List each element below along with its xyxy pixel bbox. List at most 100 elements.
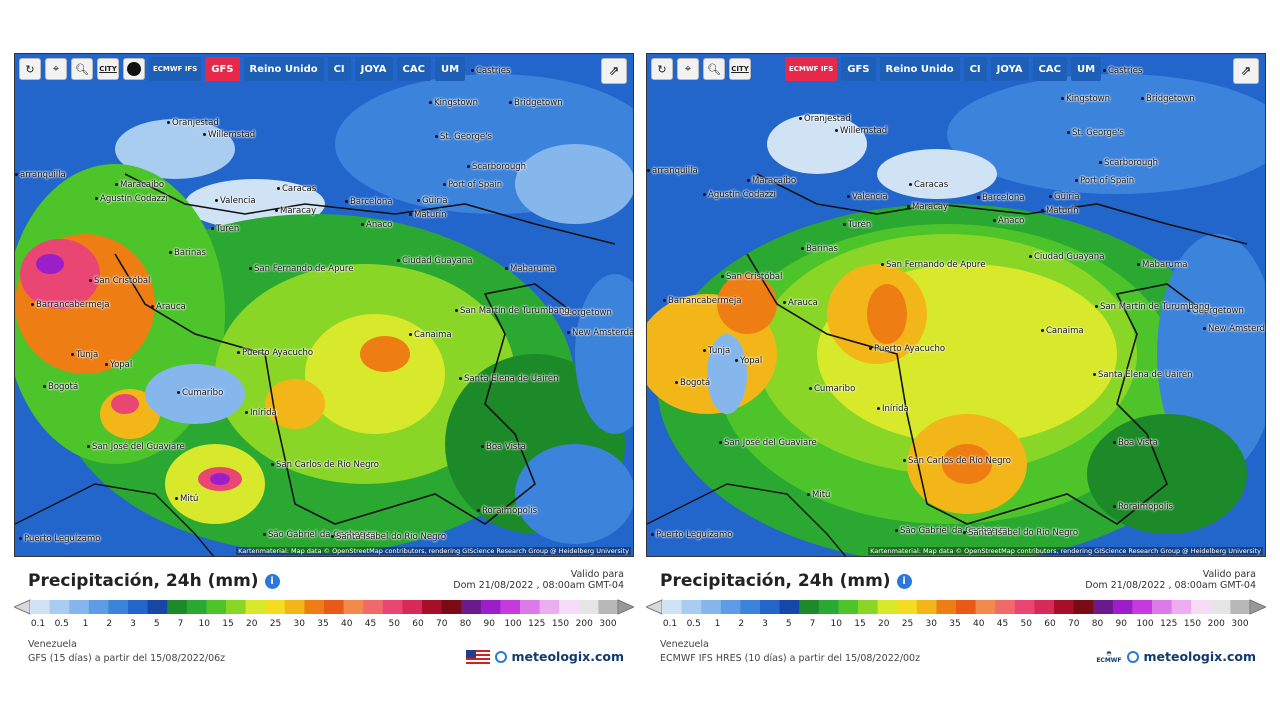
- city-label: San José del Guaviare: [87, 442, 185, 452]
- city-toggle-button[interactable]: CITY: [729, 58, 751, 80]
- city-label: Inírida: [245, 408, 277, 418]
- scale-tick-label: 1: [714, 619, 721, 629]
- model-tab-reino-unido[interactable]: Reino Unido: [243, 57, 324, 81]
- scale-tick-label: 80: [1091, 619, 1104, 629]
- scale-swatch: [108, 600, 129, 614]
- model-tab-ecmwf[interactable]: ECMWF IFS: [785, 57, 838, 81]
- refresh-icon[interactable]: ↻: [19, 58, 41, 80]
- model-tab-ecmwf[interactable]: ECMWF IFS: [149, 57, 202, 81]
- scale-tick-label: 3: [130, 619, 136, 629]
- city-label: Yopal: [105, 360, 132, 370]
- scale-tick-label: 200: [1207, 619, 1225, 629]
- valid-label: Valido para: [1202, 569, 1256, 580]
- city-label: Barinas: [801, 244, 838, 254]
- city-label: Boa Vista: [481, 442, 526, 452]
- city-label: Inírida: [877, 404, 909, 414]
- model-tab-cac[interactable]: CAC: [396, 57, 431, 81]
- model-tab-cac[interactable]: CAC: [1032, 57, 1067, 81]
- city-label: St. George's: [1067, 128, 1124, 138]
- model-tab-ci[interactable]: CI: [327, 57, 351, 81]
- city-label: Castries: [1103, 66, 1142, 76]
- city-label: Canaima: [409, 330, 452, 340]
- scale-tick-label: 150: [551, 619, 570, 629]
- scale-arrow-left: [646, 599, 663, 615]
- model-tab-reino-unido[interactable]: Reino Unido: [879, 57, 960, 81]
- valid-for: Valido para Dom 21/08/2022 , 08:00am GMT…: [1085, 569, 1256, 591]
- scale-swatch: [422, 600, 443, 614]
- scale-swatch: [1034, 600, 1055, 614]
- model-tab-gfs[interactable]: GFS: [205, 57, 240, 81]
- info-icon[interactable]: i: [896, 573, 912, 589]
- valid-label: Valido para: [570, 569, 624, 580]
- share-icon[interactable]: ⇗: [1233, 58, 1259, 84]
- city-label: Barcelona: [345, 197, 392, 207]
- city-label: Yopal: [735, 356, 762, 366]
- scale-ticks: 0.1 0.5 1 2 3 5 7 10 15 20 25 30 35 40 45 50 60 70 80 90 100…: [660, 619, 1250, 631]
- location-pin-icon[interactable]: ⌖: [677, 58, 699, 80]
- scale-swatch: [88, 600, 109, 614]
- model-tab-um[interactable]: UM: [434, 57, 466, 81]
- city-label: San Fernando de Apure: [249, 264, 353, 274]
- info-icon[interactable]: i: [264, 573, 280, 589]
- scale-swatch: [838, 600, 859, 614]
- city-label: Maturín: [409, 210, 447, 220]
- share-icon[interactable]: ⇗: [601, 58, 627, 84]
- valid-for: Valido para Dom 21/08/2022 , 08:00am GMT…: [453, 569, 624, 591]
- brand-name[interactable]: meteologix.com: [511, 649, 624, 664]
- zoom-icon[interactable]: 🔍︎: [703, 58, 725, 80]
- dot-toggle-button[interactable]: [123, 58, 145, 80]
- city-label: Oranjestad: [167, 118, 219, 128]
- city-label: São Gabriel da Cachoeira: [263, 530, 376, 540]
- scale-tick-label: 50: [1020, 619, 1032, 629]
- model-tab-gfs[interactable]: GFS: [841, 57, 876, 81]
- model-tab-ci[interactable]: CI: [963, 57, 987, 81]
- scale-swatch: [304, 600, 325, 614]
- brand-name[interactable]: meteologix.com: [1143, 649, 1256, 664]
- city-label: Puerto Leguízamo: [651, 530, 732, 540]
- scale-swatch: [779, 600, 800, 614]
- city-label: Roraimópolis: [1113, 502, 1173, 512]
- city-label: Bogotá: [43, 382, 78, 392]
- city-label: arranquilla: [647, 166, 698, 176]
- scale-tick-label: 90: [483, 619, 495, 629]
- scale-ticks: 0.1 0.5 1 2 3 5 7 10 15 20 25 30 35 40 45 50 60 70 80 90 100…: [28, 619, 618, 631]
- legend-title-text: Precipitación, 24h (mm): [28, 571, 259, 591]
- scale-swatch: [858, 600, 879, 614]
- scale-swatch: [598, 600, 619, 614]
- scale-tick-label: 5: [785, 619, 792, 629]
- city-toggle-button[interactable]: CITY: [97, 58, 119, 80]
- scale-swatch: [799, 600, 820, 614]
- scale-arrow-right: [617, 599, 634, 615]
- scale-swatch: [206, 600, 227, 614]
- meteologix-logo-icon: [1126, 650, 1139, 663]
- scale-swatch: [720, 600, 741, 614]
- scale-swatch: [324, 600, 345, 614]
- scale-tick-label: 300: [599, 619, 617, 629]
- precipitation-map[interactable]: ↻ ⌖ 🔍︎ CITY ECMWF IFS GFS Reino Unido CI…: [14, 53, 634, 557]
- city-label: Mabaruma: [1137, 260, 1188, 270]
- map-toolbar: ↻ ⌖ 🔍︎ CITY ECMWF IFS GFS Reino Unido CI…: [15, 54, 466, 84]
- zoom-icon[interactable]: 🔍︎: [71, 58, 93, 80]
- scale-swatch: [30, 600, 51, 614]
- city-label: Santa Elena de Uairén: [1093, 370, 1193, 380]
- gfs-panel: ↻ ⌖ 🔍︎ CITY ECMWF IFS GFS Reino Unido CI…: [14, 53, 634, 673]
- dot-icon: [127, 62, 141, 76]
- model-tab-um[interactable]: UM: [1070, 57, 1102, 81]
- model-source: ECMWF IFS HRES (10 días) a partir del 15…: [660, 653, 921, 664]
- legend-title: Precipitación, 24h (mm) i: [660, 571, 912, 591]
- scale-tick-label: 80: [459, 619, 472, 629]
- refresh-icon[interactable]: ↻: [651, 58, 673, 80]
- location-pin-icon[interactable]: ⌖: [45, 58, 67, 80]
- city-label: New Amsterdam: [567, 328, 633, 338]
- model-tab-joya[interactable]: JOYA: [990, 57, 1029, 81]
- city-label: Agustín Codazzi: [703, 190, 776, 200]
- precipitation-map[interactable]: ↻ ⌖ 🔍︎ CITY ECMWF IFS GFS Reino Unido CI…: [646, 53, 1266, 557]
- city-label: Puerto Leguízamo: [19, 534, 100, 544]
- scale-swatch: [343, 600, 364, 614]
- model-tab-joya[interactable]: JOYA: [354, 57, 393, 81]
- scale-swatch: [167, 600, 188, 614]
- scale-swatch: [578, 600, 599, 614]
- scale-swatch: [1152, 600, 1173, 614]
- scale-swatch: [662, 600, 683, 614]
- city-label: Bridgetown: [509, 98, 563, 108]
